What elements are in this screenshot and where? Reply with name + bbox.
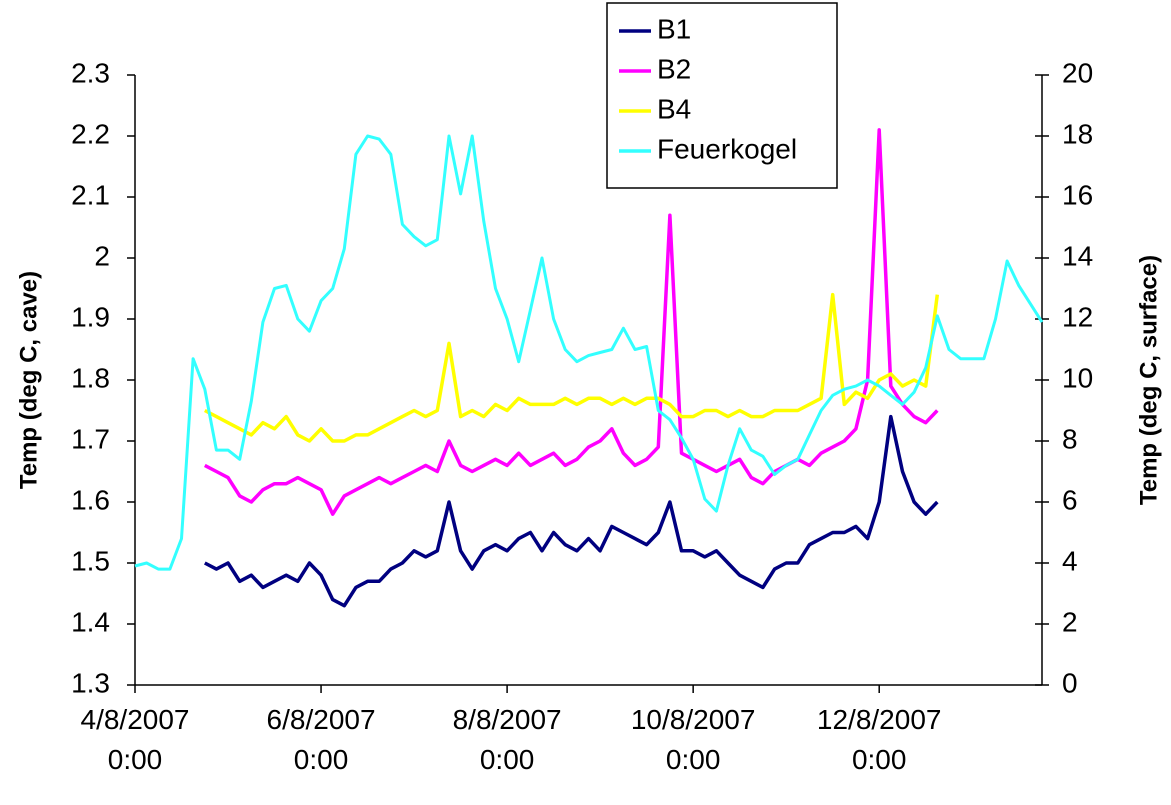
y-tick-label: 1.9 [71, 301, 110, 332]
y-tick-label: 2.3 [71, 57, 110, 88]
y2-tick-label: 6 [1062, 484, 1078, 515]
x-tick-label: 4/8/2007 0:00 [80, 704, 190, 775]
y2-tick-label: 16 [1062, 179, 1093, 210]
y-tick-label: 1.5 [71, 545, 110, 576]
legend-label: B2 [657, 53, 691, 84]
legend: B1 B2 B4 Feuerkogel [606, 2, 838, 189]
y2-tick-label: 14 [1062, 240, 1093, 271]
y-tick-label: 1.3 [71, 667, 110, 698]
series-line [203, 414, 939, 608]
y-tick-label: 2 [94, 240, 110, 271]
series-line [203, 292, 940, 443]
y2-tick-label: 0 [1062, 667, 1078, 698]
legend-label: B4 [657, 93, 691, 124]
x-tick-label: 12/8/2007 0:00 [816, 704, 942, 775]
y-tick-label: 1.7 [71, 423, 110, 454]
y-tick-label: 1.6 [71, 484, 110, 515]
y2-tick-label: 18 [1062, 118, 1093, 149]
x-tick-label: 8/8/2007 0:00 [452, 704, 562, 775]
series-line [203, 128, 939, 516]
x-tick-label: 6/8/2007 0:00 [266, 704, 376, 775]
legend-label: Feuerkogel [657, 133, 797, 164]
y-tick-label: 1.8 [71, 362, 110, 393]
y2-tick-label: 20 [1062, 57, 1093, 88]
legend-box [606, 2, 838, 189]
y2-axis-title: Temp (deg C, surface) [1135, 255, 1162, 505]
y2-tick-label: 10 [1062, 362, 1093, 393]
y2-tick-label: 4 [1062, 545, 1078, 576]
series-line [134, 134, 1044, 571]
y2-tick-label: 2 [1062, 606, 1078, 637]
y-tick-label: 2.2 [71, 118, 110, 149]
y2-tick-label: 12 [1062, 301, 1093, 332]
y-tick-label: 1.4 [71, 606, 110, 637]
y-axis-title: Temp (deg C, cave) [15, 271, 42, 489]
y-tick-label: 2.1 [71, 179, 110, 210]
legend-label: B1 [657, 13, 691, 44]
y2-tick-label: 8 [1062, 423, 1078, 454]
x-tick-label: 10/8/2007 0:00 [630, 704, 756, 775]
